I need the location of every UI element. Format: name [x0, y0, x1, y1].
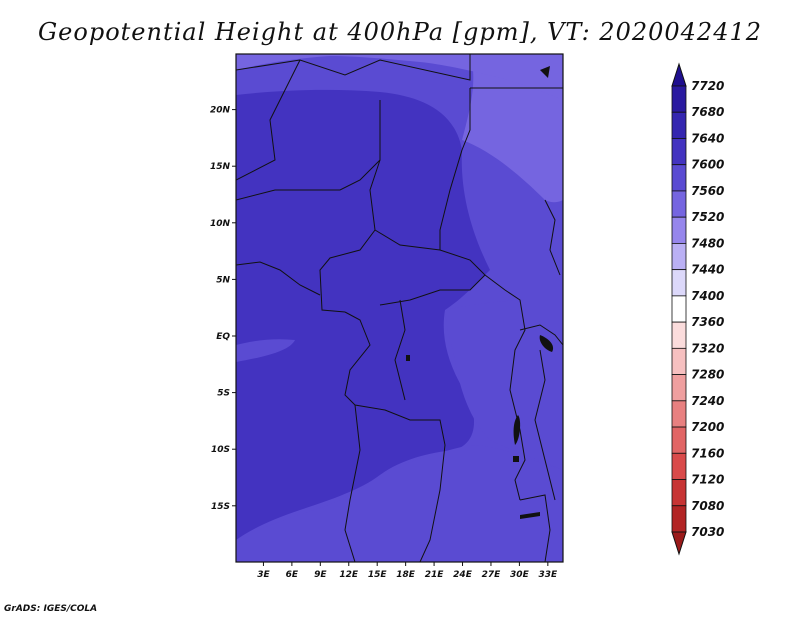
lat-tick-label: 20N	[210, 106, 231, 116]
field-core-7600	[236, 89, 490, 541]
colorbar: 7720 7680 7640 7600 7560 7520 7480 7440 7400 7360…	[671, 62, 724, 556]
colorbar-segment	[671, 347, 687, 375]
colorbar-label: 7160	[691, 446, 724, 460]
lat-tick-label: 15S	[211, 502, 230, 512]
latitude-axis: 20N 15N 10N 5N EQ 5S 10S 15S	[210, 106, 236, 512]
colorbar-label: 7240	[691, 394, 724, 408]
lat-tick-label: EQ	[216, 332, 230, 342]
lon-tick-label: 33E	[538, 570, 558, 580]
colorbar-lower-arrow	[671, 531, 687, 556]
colorbar-label: 7320	[691, 341, 724, 355]
colorbar-label: 7280	[691, 368, 724, 382]
colorbar-label: 7600	[691, 158, 724, 172]
lat-tick-label: 5S	[217, 389, 230, 399]
lon-tick-label: 12E	[339, 570, 359, 580]
lon-tick-label: 3E	[257, 570, 270, 580]
colorbar-label: 7360	[691, 315, 724, 329]
map-panel	[235, 53, 564, 563]
colorbar-segment	[671, 138, 687, 166]
lon-tick-label: 6E	[286, 570, 299, 580]
field-strip-eq-7560	[236, 339, 295, 362]
colorbar-segment	[671, 190, 687, 218]
colorbar-segment	[671, 452, 687, 480]
colorbar-label: 7030	[691, 525, 724, 539]
map-title: Geopotential Height at 400hPa [gpm], VT:…	[38, 18, 762, 46]
lat-tick-label: 5N	[216, 275, 230, 285]
lon-tick-label: 24E	[453, 570, 473, 580]
colorbar-segment	[671, 374, 687, 402]
colorbar-label: 7520	[691, 210, 724, 224]
lat-tick-label: 10S	[211, 445, 230, 455]
colorbar-segment	[671, 321, 687, 349]
colorbar-segment	[671, 505, 687, 533]
colorbar-label: 7720	[691, 79, 724, 93]
software-credit: GrADS: IGES/COLA	[4, 604, 98, 614]
longitude-axis: 3E 6E 9E 12E 15E 18E 21E 24E 27E 30E 33E	[257, 562, 558, 580]
colorbar-segment	[671, 269, 687, 297]
country-borders	[236, 54, 563, 562]
colorbar-segment	[671, 111, 687, 139]
colorbar-label: 7480	[691, 236, 724, 250]
colorbar-segment	[671, 243, 687, 271]
field-south-7560	[236, 445, 563, 562]
colorbar-label: 7080	[691, 499, 724, 513]
colorbar-segment	[671, 426, 687, 454]
colorbar-label: 7200	[691, 420, 724, 434]
colorbar-label: 7120	[691, 473, 724, 487]
colorbar-label: 7680	[691, 105, 724, 119]
lakes	[406, 66, 554, 519]
colorbar-upper-arrow	[671, 62, 687, 87]
colorbar-segment	[671, 295, 687, 323]
lon-tick-label: 18E	[396, 570, 416, 580]
lat-tick-label: 15N	[210, 162, 231, 172]
colorbar-segment	[671, 216, 687, 244]
lat-tick-label: 10N	[210, 219, 231, 229]
map-frame	[235, 53, 564, 563]
lon-tick-label: 27E	[482, 570, 502, 580]
colorbar-label: 7440	[691, 263, 724, 277]
colorbar-segment	[671, 85, 687, 113]
colorbar-segment	[671, 164, 687, 192]
colorbar-label: 7640	[691, 131, 724, 145]
field-patch-far-north-7520	[236, 54, 563, 100]
lon-tick-label: 30E	[510, 570, 530, 580]
colorbar-label: 7560	[691, 184, 724, 198]
field-patch-east-7560	[445, 300, 563, 470]
lon-tick-label: 15E	[368, 570, 388, 580]
field-patch-ne-7520	[462, 54, 563, 203]
colorbar-label: 7400	[691, 289, 724, 303]
lon-tick-label: 9E	[314, 570, 327, 580]
colorbar-segment	[671, 400, 687, 428]
colorbar-segment	[671, 479, 687, 507]
lon-tick-label: 21E	[425, 570, 445, 580]
